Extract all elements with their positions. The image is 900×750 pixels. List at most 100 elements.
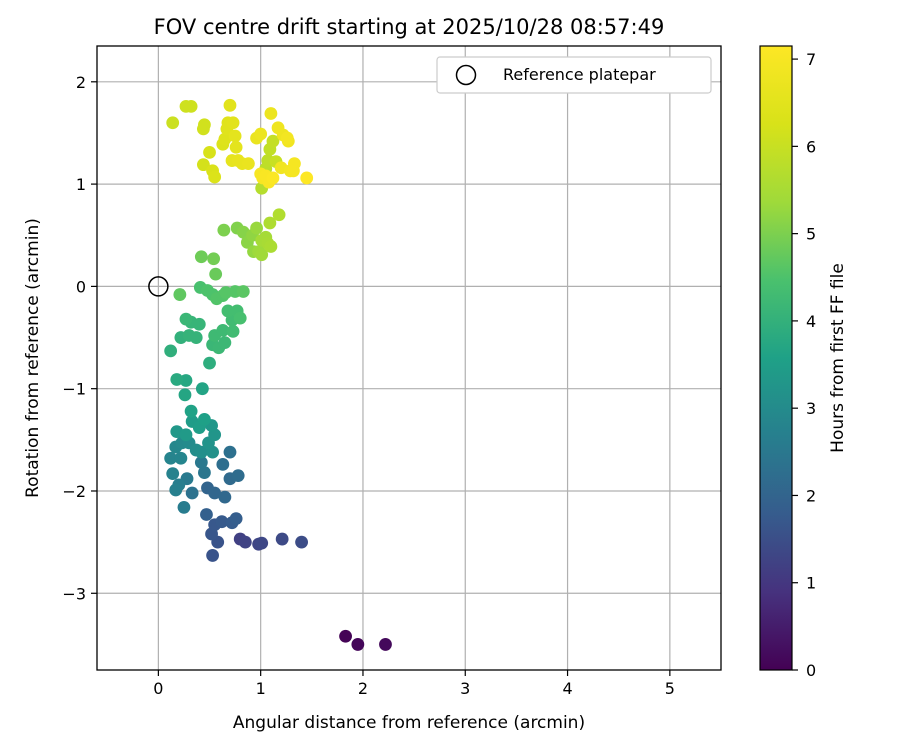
data-point: [203, 145, 216, 159]
chart-title: FOV centre drift starting at 2025/10/28 …: [154, 15, 665, 39]
data-point: [169, 483, 183, 497]
data-point: [192, 317, 206, 331]
data-point: [203, 356, 216, 370]
data-point: [229, 140, 243, 154]
data-point: [170, 373, 184, 386]
colorbar-tick-label: 6: [806, 137, 816, 156]
data-point: [339, 629, 352, 643]
data-point: [194, 445, 208, 459]
data-point: [164, 451, 178, 465]
data-point: [272, 208, 286, 222]
data-point: [166, 116, 180, 130]
y-tick-label: −2: [62, 482, 86, 501]
data-point: [209, 267, 223, 281]
colorbar-tick-label: 5: [806, 225, 816, 244]
colorbar-tick-label: 7: [806, 50, 816, 69]
data-point: [379, 638, 392, 651]
x-tick-label: 4: [562, 679, 572, 698]
data-point: [216, 323, 230, 337]
x-tick-label: 3: [460, 679, 470, 698]
data-point: [266, 171, 280, 185]
data-point: [250, 221, 263, 235]
data-point: [255, 248, 269, 262]
y-tick-label: 1: [76, 175, 86, 194]
data-point: [208, 170, 222, 184]
x-axis-ticks: 0 1 2 3 4 5: [153, 670, 675, 698]
colorbar-gradient: [759, 45, 793, 671]
data-point: [241, 157, 255, 171]
data-point: [223, 445, 237, 459]
data-point: [189, 331, 203, 344]
scatter-points: [164, 98, 392, 651]
data-point: [218, 490, 232, 504]
colorbar-tick-label: 0: [806, 661, 816, 680]
data-point: [198, 118, 211, 132]
data-point: [179, 312, 193, 326]
data-point: [228, 129, 242, 143]
data-point: [198, 466, 211, 479]
y-axis-label: Rotation from reference (arcmin): [23, 218, 43, 498]
data-point: [173, 288, 187, 301]
data-point: [287, 164, 300, 178]
data-point: [218, 336, 232, 350]
legend: Reference platepar: [436, 56, 712, 94]
data-point: [200, 508, 213, 521]
data-point: [178, 388, 192, 402]
data-point: [215, 515, 229, 529]
data-point: [194, 455, 208, 469]
data-point: [221, 304, 235, 318]
colorbar-tick-label: 4: [806, 312, 816, 331]
data-point: [236, 285, 250, 298]
colorbar-ticks: 0 1 2 3 4 5 6 7: [792, 50, 816, 680]
x-axis-label: Angular distance from reference (arcmin): [233, 713, 585, 733]
y-tick-label: 0: [76, 277, 86, 296]
colorbar-tick-label: 3: [806, 399, 816, 418]
data-point: [254, 127, 268, 141]
data-point: [195, 382, 209, 396]
data-point: [280, 131, 294, 145]
reference-point: [148, 276, 169, 297]
y-axis-ticks: −3 −2 −1 0 1 2: [62, 73, 97, 603]
data-point: [177, 500, 191, 514]
x-tick-label: 1: [256, 679, 266, 698]
data-point: [300, 171, 314, 185]
data-point: [184, 404, 198, 418]
data-point: [166, 467, 180, 480]
colorbar: 0 1 2 3 4 5 6 7 Hours from first FF file: [759, 45, 848, 680]
data-point: [194, 250, 208, 264]
data-point: [351, 638, 365, 651]
y-tick-label: 2: [76, 73, 86, 92]
colorbar-label: Hours from first FF file: [828, 263, 848, 453]
data-point: [198, 412, 211, 426]
y-tick-label: −1: [62, 380, 86, 399]
data-point: [196, 158, 210, 172]
data-point: [174, 451, 188, 465]
data-point: [184, 99, 198, 113]
data-point: [207, 252, 221, 266]
data-point: [255, 536, 269, 550]
x-tick-label: 2: [358, 679, 368, 698]
data-point: [264, 240, 278, 253]
data-point: [226, 116, 240, 130]
data-point: [216, 457, 230, 471]
data-point: [263, 216, 277, 230]
data-point: [218, 132, 232, 146]
legend-box: [436, 56, 712, 94]
x-tick-label: 0: [153, 679, 163, 698]
data-point: [275, 532, 289, 546]
data-point: [206, 549, 219, 562]
legend-marker: [455, 64, 477, 86]
data-point: [266, 134, 280, 148]
legend-entry: Reference platepar: [503, 65, 656, 84]
data-point: [231, 469, 245, 483]
data-point: [233, 311, 247, 325]
data-point: [179, 428, 193, 442]
data-point: [226, 325, 240, 338]
plot-frame: [96, 45, 722, 671]
data-point: [295, 535, 308, 549]
colorbar-tick-label: 1: [806, 574, 816, 593]
colorbar-tick-label: 2: [806, 486, 816, 505]
data-point: [229, 512, 243, 526]
grid: [97, 46, 721, 670]
